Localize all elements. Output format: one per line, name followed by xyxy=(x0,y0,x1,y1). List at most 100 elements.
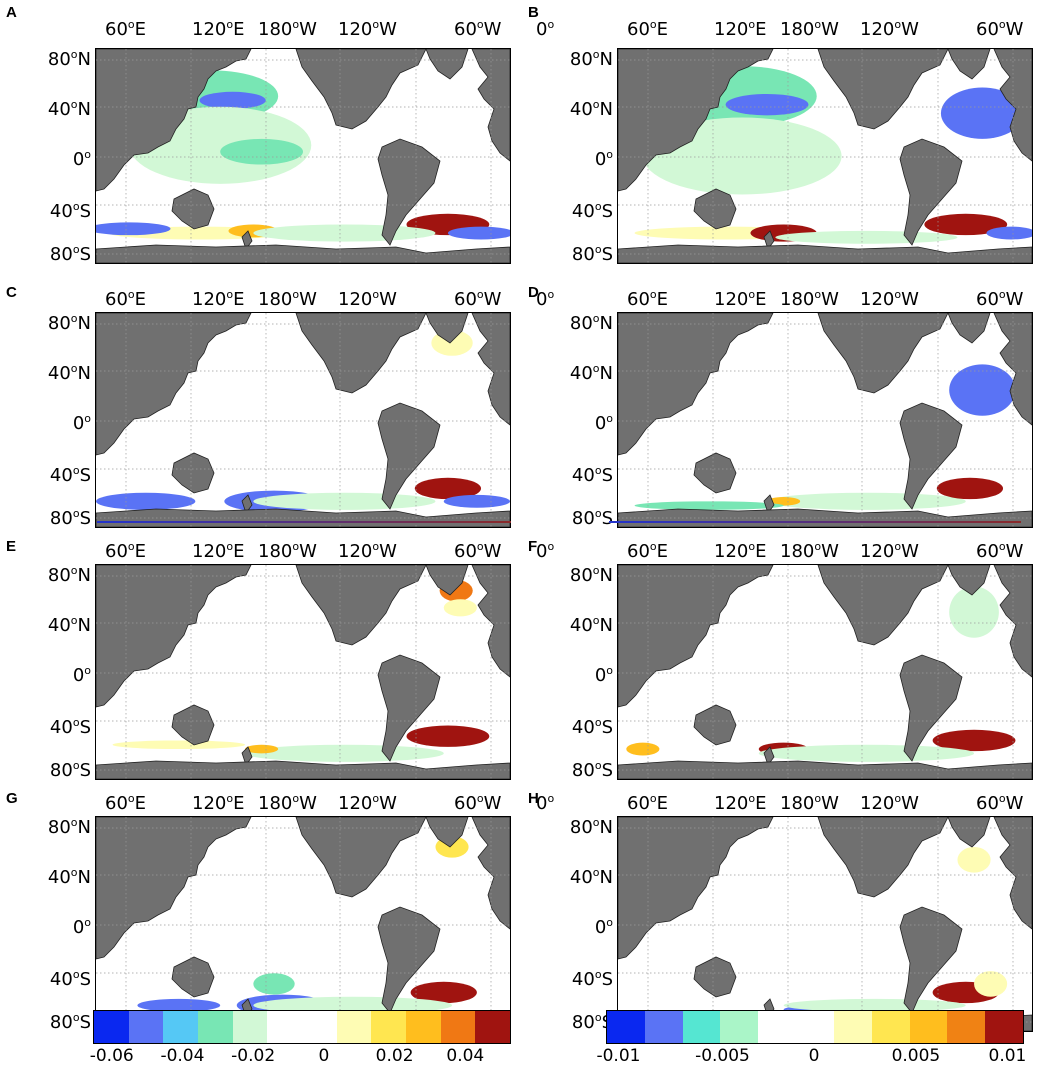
latitude-tick-label: 40oN xyxy=(569,614,613,636)
colorbar-tick-label: 0 xyxy=(808,1046,820,1066)
colorbar-segment xyxy=(267,1011,303,1043)
anomaly-region xyxy=(245,744,279,754)
longitude-tick-label: 60oE xyxy=(627,792,669,814)
panel-letter: F xyxy=(528,538,538,555)
colorbar-segment xyxy=(163,1011,199,1043)
land-mass xyxy=(618,313,774,456)
map-panel-a: A 60oE 120oE 180oW 120oW 60oW 0o 80oN 40oN 0o 40oS… xyxy=(0,0,554,265)
land-mass xyxy=(618,244,1032,263)
longitude-tick-label: 120oE xyxy=(192,792,245,814)
land-mass xyxy=(171,956,215,998)
colorbar-tick-label: -0.01 xyxy=(596,1046,641,1066)
anomaly-region xyxy=(949,586,999,638)
latitude-tick-label: 80oN xyxy=(569,312,613,334)
latitude-tick-label: 80oN xyxy=(569,816,613,838)
longitude-tick-label: 120oW xyxy=(338,18,397,40)
world-map xyxy=(617,564,1033,780)
longitude-tick-label: 120oE xyxy=(192,18,245,40)
world-map xyxy=(617,312,1033,528)
colorbar-tick-label: -0.02 xyxy=(231,1046,276,1066)
colorbar-segment xyxy=(720,1011,759,1043)
anomaly-region xyxy=(986,226,1032,240)
longitude-tick-label: 180oW xyxy=(258,540,317,562)
latitude-tick-label: 80oN xyxy=(47,816,91,838)
anomaly-region xyxy=(253,492,436,510)
longitude-tick-label: 180oW xyxy=(780,18,839,40)
panel-letter: C xyxy=(6,284,17,301)
land-mass xyxy=(241,494,253,514)
longitude-tick-label: 120oE xyxy=(714,288,767,310)
anomaly-region xyxy=(949,364,1016,416)
longitude-tick-label: 60oW xyxy=(454,18,502,40)
anomaly-region xyxy=(253,224,436,242)
land-mass xyxy=(947,817,991,848)
latitude-tick-label: 40oN xyxy=(569,866,613,888)
world-map xyxy=(617,816,1033,1032)
longitude-tick-label: 60oW xyxy=(976,792,1024,814)
anomaly-region xyxy=(626,742,660,756)
colorbar-segment xyxy=(947,1011,986,1043)
colorbar-segment xyxy=(232,1011,268,1043)
anomaly-region xyxy=(220,138,303,165)
land-mass xyxy=(96,313,252,456)
map-panel-c: C 60oE 120oE 180oW 120oW 60oW 0o 80oN 40oN 0o 40oS… xyxy=(0,264,554,529)
longitude-tick-label: 60oW xyxy=(454,792,502,814)
longitude-tick-label: 180oW xyxy=(780,792,839,814)
anomaly-region xyxy=(758,744,975,762)
latitude-tick-label: 0o xyxy=(72,412,91,434)
latitude-tick-label: 80oN xyxy=(569,564,613,586)
separator-line-right xyxy=(609,521,1021,523)
panel-letter: H xyxy=(528,790,539,807)
land-mass xyxy=(817,313,949,394)
longitude-tick-label: 120oW xyxy=(338,288,397,310)
colorbar-segment xyxy=(909,1011,948,1043)
latitude-tick-label: 80oN xyxy=(47,564,91,586)
latitude-tick-label: 80oN xyxy=(47,312,91,334)
colorbar-segment xyxy=(336,1011,372,1043)
colorbar-left-ticks: -0.06 -0.04 -0.02 0 0.02 0.04 xyxy=(90,1046,509,1070)
anomaly-region xyxy=(410,981,477,1004)
longitude-tick-label: 0o xyxy=(536,792,555,814)
latitude-tick-label: 80oS xyxy=(49,759,91,781)
world-map xyxy=(617,48,1033,264)
latitude-tick-label: 40oS xyxy=(571,716,613,738)
colorbar-segment xyxy=(871,1011,910,1043)
longitude-tick-label: 60oW xyxy=(976,288,1024,310)
land-mass xyxy=(425,565,469,596)
latitude-tick-label: 80oS xyxy=(49,507,91,529)
anomaly-region xyxy=(940,87,1024,139)
longitude-tick-label: 120oW xyxy=(860,288,919,310)
map-panel-f: F 60oE 120oE 180oW 120oW 60oW 0o 80oN 40oN 0o 40oS… xyxy=(522,516,1044,781)
land-mass xyxy=(947,313,991,344)
longitude-tick-label: 60oE xyxy=(627,540,669,562)
land-mass xyxy=(693,956,737,998)
colorbar-segment xyxy=(607,1011,645,1043)
latitude-tick-label: 80oS xyxy=(49,1011,91,1033)
land-mass xyxy=(618,760,1032,779)
land-mass xyxy=(618,817,774,960)
anomaly-region xyxy=(414,477,482,500)
land-mass xyxy=(171,452,215,494)
anomaly-region xyxy=(253,973,295,995)
latitude-tick-label: 0o xyxy=(594,148,613,170)
land-mass xyxy=(96,817,252,960)
colorbar-tick-label: 0 xyxy=(318,1046,330,1066)
longitude-tick-label: 120oW xyxy=(338,792,397,814)
longitude-tick-label: 180oW xyxy=(780,540,839,562)
longitude-tick-label: 120oE xyxy=(714,540,767,562)
land-mass xyxy=(295,817,427,898)
longitude-tick-label: 120oW xyxy=(860,18,919,40)
land-mass xyxy=(693,704,737,746)
latitude-tick-label: 0o xyxy=(72,148,91,170)
latitude-tick-label: 40oS xyxy=(49,716,91,738)
latitude-tick-label: 80oS xyxy=(571,759,613,781)
land-mass xyxy=(947,565,991,596)
land-mass xyxy=(171,704,215,746)
land-mass xyxy=(817,565,949,646)
land-mass xyxy=(425,49,469,80)
land-mass xyxy=(295,313,427,394)
colorbar-right-ticks: -0.01 -0.005 0 0.005 0.01 xyxy=(596,1046,1026,1070)
anomaly-region xyxy=(924,213,1008,236)
latitude-tick-label: 40oN xyxy=(47,362,91,384)
anomaly-region xyxy=(775,230,958,244)
